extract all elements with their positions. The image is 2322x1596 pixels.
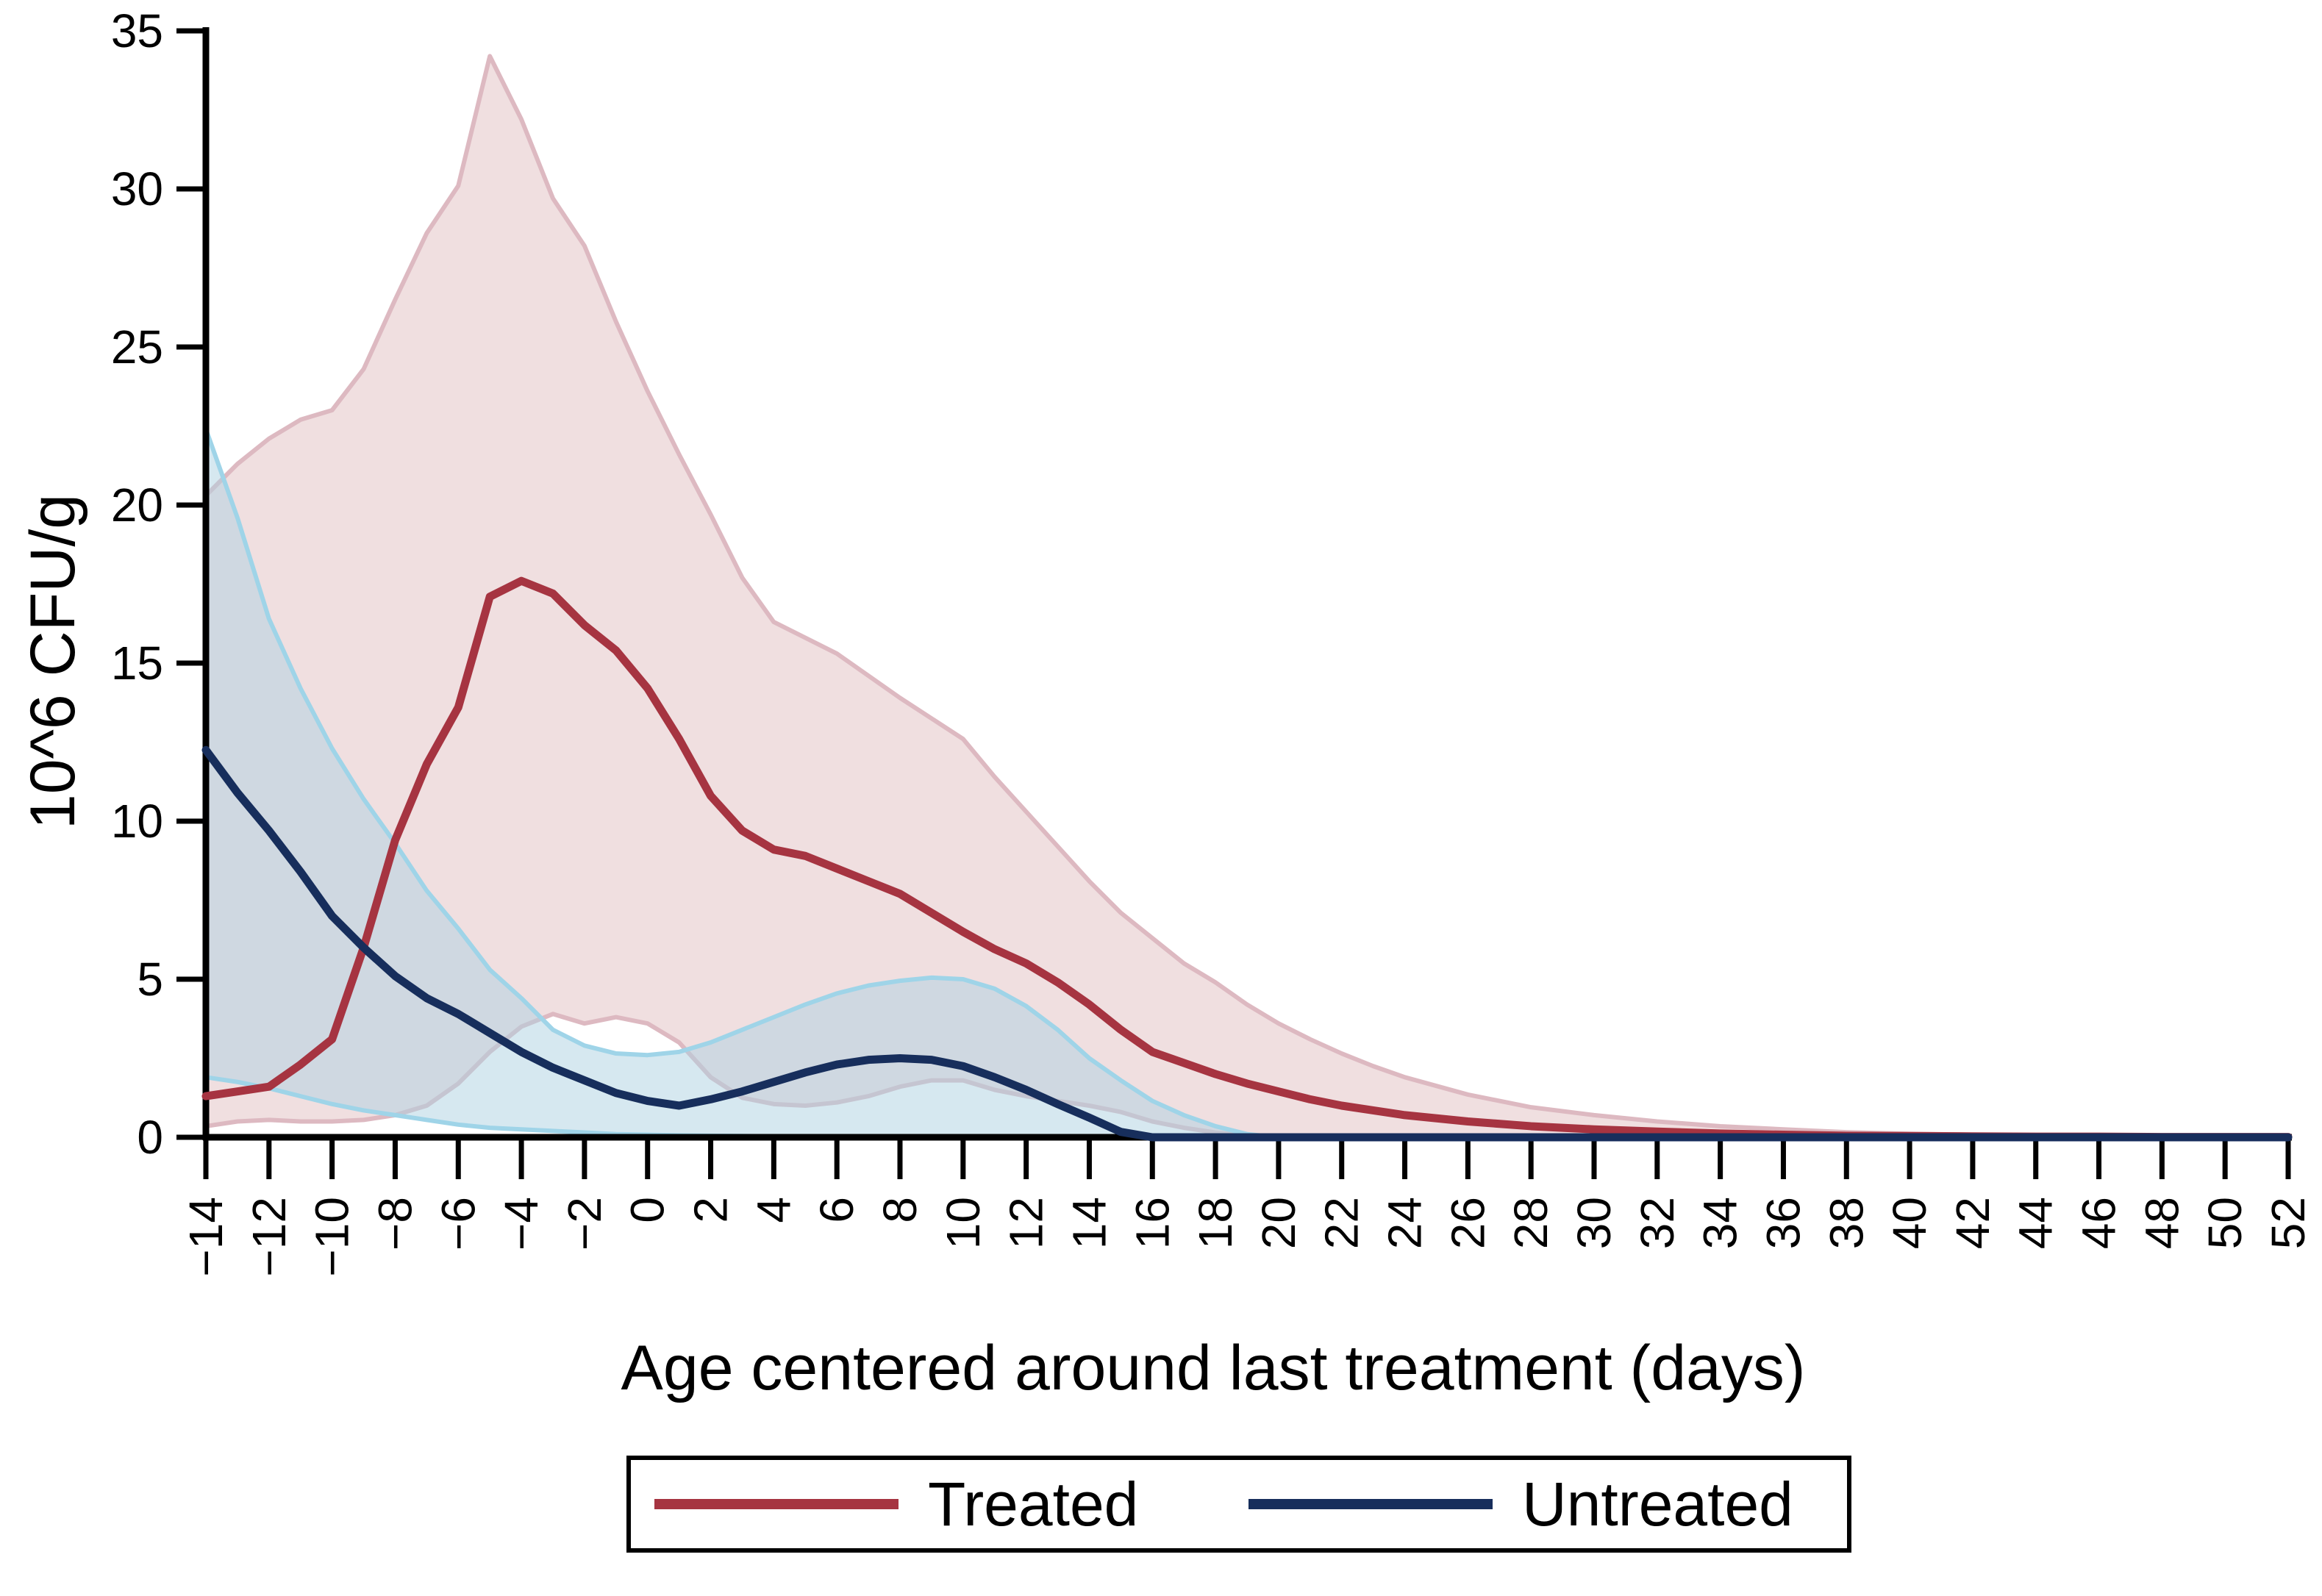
x-tick-label: 20 xyxy=(1252,1197,1305,1249)
x-tick-label: 6 xyxy=(810,1197,863,1223)
x-tick-label-group: 36 xyxy=(1757,1197,1810,1249)
x-tick-label: 18 xyxy=(1189,1197,1242,1249)
confidence-bands-layer xyxy=(204,54,2288,1139)
treated-ci-band xyxy=(206,56,2288,1137)
y-tick-label: 20 xyxy=(111,479,163,532)
x-tick-label: 42 xyxy=(1946,1197,1999,1249)
x-tick-label-group: 26 xyxy=(1441,1197,1494,1249)
y-axis-title: 10^6 CFU/g xyxy=(18,494,88,829)
x-tick-label: −2 xyxy=(558,1197,611,1250)
x-tick-label: 52 xyxy=(2262,1197,2315,1249)
x-tick-label: 10 xyxy=(937,1197,990,1249)
x-tick-label: 38 xyxy=(1820,1197,1873,1249)
x-tick-label: −12 xyxy=(243,1197,296,1277)
x-tick-label-group: 10 xyxy=(937,1197,990,1249)
untreated-line xyxy=(201,745,2293,1142)
x-axis-title: Age centered around last treatment (days… xyxy=(621,1333,1806,1403)
x-tick-label-group: 38 xyxy=(1820,1197,1873,1249)
y-tick-label: 35 xyxy=(111,4,163,57)
x-tick-label: 44 xyxy=(2010,1197,2062,1249)
x-tick-label-group: 48 xyxy=(2135,1197,2188,1249)
y-tick-label: 15 xyxy=(111,637,163,690)
x-tick-label-group: 32 xyxy=(1631,1197,1684,1249)
x-tick-label-group: 24 xyxy=(1379,1197,1432,1249)
y-axis-title-text: 10^6 CFU/g xyxy=(18,494,88,829)
x-tick-label: 46 xyxy=(2073,1197,2126,1249)
x-tick-label: −8 xyxy=(368,1197,421,1250)
x-tick-label-group: −6 xyxy=(432,1197,485,1250)
x-tick-label-group: 50 xyxy=(2198,1197,2251,1249)
x-tick-label-group: 30 xyxy=(1568,1197,1621,1249)
x-tick-label: 2 xyxy=(685,1197,737,1223)
y-tick-label: 25 xyxy=(111,321,163,373)
series-lines-layer xyxy=(201,576,2293,1142)
x-tick-label-group: 14 xyxy=(1062,1197,1115,1249)
legend-label-untreated: Untreated xyxy=(1522,1470,1793,1539)
x-tick-label: 8 xyxy=(874,1197,926,1223)
x-tick-label: 22 xyxy=(1315,1197,1368,1249)
x-tick-label: −14 xyxy=(179,1197,232,1277)
x-tick-label-group: 16 xyxy=(1126,1197,1179,1249)
x-tick-label: 14 xyxy=(1062,1197,1115,1249)
legend-label-treated: Treated xyxy=(928,1470,1138,1539)
x-tick-label-group: −8 xyxy=(368,1197,421,1250)
y-tick-label: 10 xyxy=(111,795,163,848)
x-tick-label: 30 xyxy=(1568,1197,1621,1249)
x-tick-label: 34 xyxy=(1694,1197,1747,1249)
x-tick-label-group: −12 xyxy=(243,1197,296,1277)
x-tick-label-group: 28 xyxy=(1504,1197,1557,1249)
x-tick-label: 28 xyxy=(1504,1197,1557,1249)
x-tick-label: 16 xyxy=(1126,1197,1179,1249)
x-tick-label-group: 2 xyxy=(685,1197,737,1223)
treated-ci-upper-edge xyxy=(204,54,2288,1139)
y-tick-label: 5 xyxy=(137,953,163,1006)
x-tick-label-group: 20 xyxy=(1252,1197,1305,1249)
untreated-ci-band xyxy=(206,429,2288,1137)
x-tick-label: 26 xyxy=(1441,1197,1494,1249)
x-tick-label-group: 6 xyxy=(810,1197,863,1223)
x-tick-label-group: 40 xyxy=(1883,1197,1936,1249)
x-tick-label: 4 xyxy=(747,1197,800,1223)
x-tick-label: −4 xyxy=(495,1197,548,1250)
x-tick-label-group: −14 xyxy=(179,1197,232,1277)
x-tick-label: 12 xyxy=(1000,1197,1053,1249)
x-tick-label-group: −10 xyxy=(306,1197,359,1277)
x-tick-label-group: −2 xyxy=(558,1197,611,1250)
x-tick-label-group: 4 xyxy=(747,1197,800,1223)
x-tick-label-group: 34 xyxy=(1694,1197,1747,1249)
x-tick-label-group: 46 xyxy=(2073,1197,2126,1249)
x-tick-label-group: 12 xyxy=(1000,1197,1053,1249)
legend-box xyxy=(626,1456,1851,1553)
x-tick-label-group: 8 xyxy=(874,1197,926,1223)
x-tick-label: 48 xyxy=(2135,1197,2188,1249)
x-tick-label: −10 xyxy=(306,1197,359,1277)
x-tick-label: 0 xyxy=(621,1197,674,1223)
x-tick-label: 24 xyxy=(1379,1197,1432,1249)
legend: Treated Untreated xyxy=(626,1456,1851,1553)
x-tick-label: 32 xyxy=(1631,1197,1684,1249)
x-tick-label-group: 42 xyxy=(1946,1197,1999,1249)
x-tick-label: 50 xyxy=(2198,1197,2251,1249)
x-tick-label: 36 xyxy=(1757,1197,1810,1249)
x-tick-label-group: −4 xyxy=(495,1197,548,1250)
x-tick-label-group: 18 xyxy=(1189,1197,1242,1249)
x-tick-label-group: 22 xyxy=(1315,1197,1368,1249)
x-tick-label-group: 44 xyxy=(2010,1197,2062,1249)
x-tick-label: 40 xyxy=(1883,1197,1936,1249)
x-tick-label-group: 52 xyxy=(2262,1197,2315,1249)
x-tick-label: −6 xyxy=(432,1197,485,1250)
y-tick-label: 30 xyxy=(111,162,163,215)
y-tick-label: 0 xyxy=(137,1111,163,1164)
x-tick-label-group: 0 xyxy=(621,1197,674,1223)
